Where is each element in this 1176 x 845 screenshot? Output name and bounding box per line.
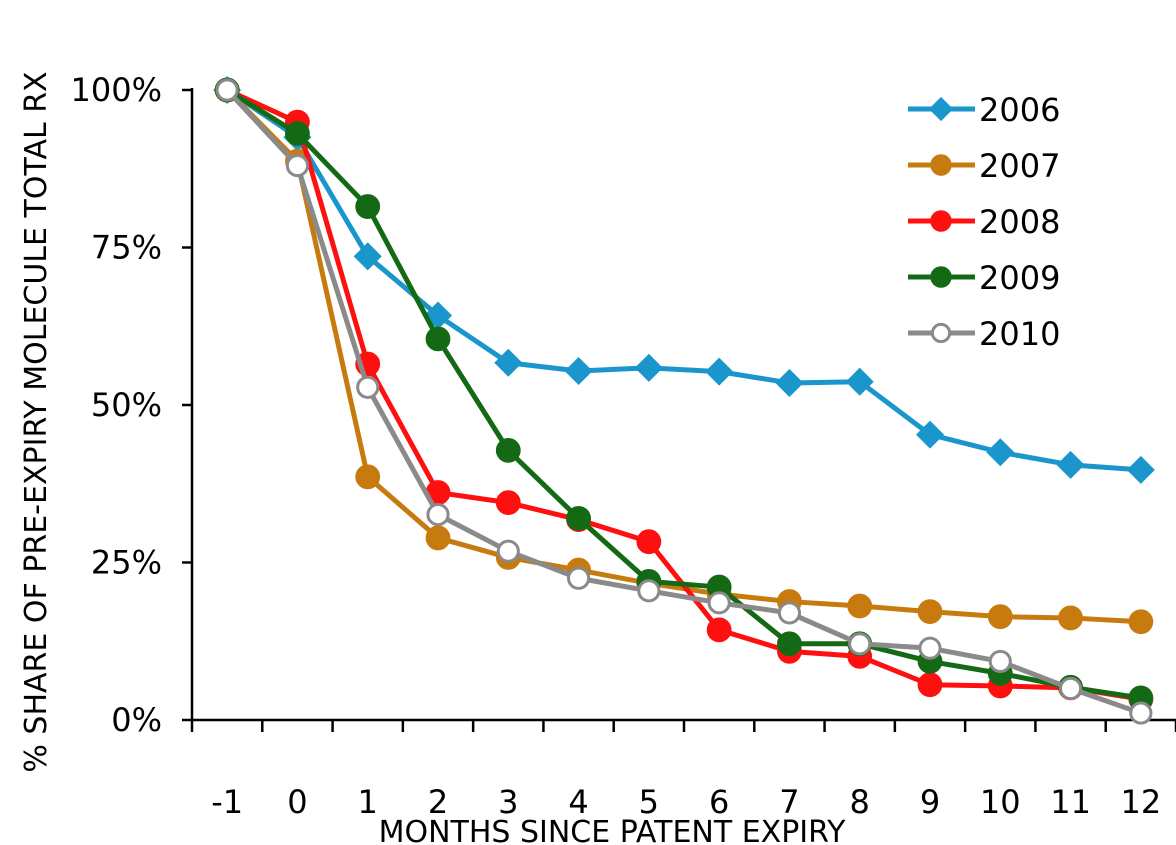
x-tick-label: 11 xyxy=(1050,783,1091,821)
x-tick-label: 9 xyxy=(920,783,940,821)
series-line-2006 xyxy=(225,87,1142,473)
data-point-2006 xyxy=(1056,450,1085,479)
y-ticks: 0% 25% 50% 75% 100% xyxy=(71,71,192,739)
legend-swatch-marker xyxy=(930,210,952,232)
x-axis-title: MONTHS SINCE PATENT EXPIRY xyxy=(379,815,846,845)
x-tick-label: 8 xyxy=(850,783,870,821)
data-point-2010 xyxy=(356,375,380,399)
data-point-2006 xyxy=(1126,455,1155,484)
data-point-2007 xyxy=(847,593,873,619)
data-point-2007 xyxy=(1058,605,1083,631)
legend: 2006 2007 2008 2009 2010 xyxy=(908,91,1060,353)
series-layer xyxy=(213,75,1155,725)
legend-swatch-marker xyxy=(930,322,952,344)
data-point-2006 xyxy=(775,368,804,397)
data-point-2010 xyxy=(496,539,520,563)
y-tick-label: 75% xyxy=(91,229,162,267)
data-point-2010 xyxy=(1058,676,1083,701)
x-tick-label: 2 xyxy=(428,783,448,821)
data-point-2009 xyxy=(355,194,381,219)
x-tick-label: 1 xyxy=(358,783,378,821)
data-point-2006 xyxy=(915,420,945,449)
x-tick-label: 4 xyxy=(568,783,588,821)
legend-swatch-marker xyxy=(928,96,954,122)
data-point-2006 xyxy=(845,367,874,396)
data-point-2006 xyxy=(986,438,1015,467)
data-point-2010 xyxy=(426,503,450,527)
legend-item-2010: 2010 xyxy=(908,315,1060,353)
x-tick-label: 12 xyxy=(1120,783,1161,821)
data-point-2010 xyxy=(707,591,731,615)
data-point-2010 xyxy=(566,566,591,590)
data-point-2008 xyxy=(495,490,521,516)
data-point-2010 xyxy=(777,601,802,625)
data-point-2006 xyxy=(564,356,593,385)
x-tick-label: -1 xyxy=(211,783,243,821)
data-point-2009 xyxy=(777,631,802,657)
data-point-2007 xyxy=(425,525,451,551)
y-tick-label: 50% xyxy=(91,386,162,424)
data-point-2006 xyxy=(634,353,663,382)
y-axis-title: % SHARE OF PRE-EXPIRY MOLECULE TOTAL RX xyxy=(19,71,54,772)
data-point-2007 xyxy=(917,599,943,625)
data-point-2010 xyxy=(918,636,942,660)
y-tick-label: 100% xyxy=(71,71,162,109)
x-tick-label: 7 xyxy=(779,783,799,821)
legend-label: 2007 xyxy=(979,147,1060,185)
data-point-2007 xyxy=(355,464,381,490)
y-tick-label: 25% xyxy=(91,544,162,582)
data-point-2010 xyxy=(637,579,661,603)
data-point-2007 xyxy=(987,604,1013,630)
legend-swatch-marker xyxy=(930,266,952,288)
data-point-2010 xyxy=(848,632,872,656)
data-point-2008 xyxy=(636,529,662,555)
data-point-2010 xyxy=(285,154,310,178)
legend-item-2006: 2006 xyxy=(908,91,1060,129)
series-2010 xyxy=(215,78,1153,725)
data-point-2008 xyxy=(917,672,943,698)
legend-swatch-marker xyxy=(930,154,952,176)
legend-label: 2010 xyxy=(979,315,1060,353)
x-tick-label: 3 xyxy=(498,783,518,821)
data-point-2006 xyxy=(705,357,734,386)
data-point-2009 xyxy=(285,121,310,146)
data-point-2006 xyxy=(494,348,523,377)
data-point-2010 xyxy=(1129,701,1153,725)
data-point-2006 xyxy=(353,242,382,271)
data-point-2010 xyxy=(215,78,239,102)
legend-label: 2008 xyxy=(979,203,1060,241)
series-line-2010 xyxy=(225,88,1142,716)
data-point-2010 xyxy=(988,649,1012,673)
data-point-2009 xyxy=(566,506,591,531)
legend-item-2007: 2007 xyxy=(908,147,1060,185)
data-point-2009 xyxy=(495,437,521,463)
x-tick-label: 0 xyxy=(287,783,307,821)
legend-item-2009: 2009 xyxy=(908,259,1060,297)
legend-item-2008: 2008 xyxy=(908,203,1060,241)
data-point-2007 xyxy=(1128,609,1154,635)
x-ticks: -1 0 1 2 3 4 5 6 7 8 9 10 11 12 xyxy=(190,720,1176,821)
x-tick-label: 6 xyxy=(709,783,729,821)
y-tick-label: 0% xyxy=(111,701,162,739)
data-point-2008 xyxy=(706,617,732,643)
legend-label: 2009 xyxy=(979,259,1060,297)
legend-label: 2006 xyxy=(979,91,1060,129)
x-tick-label: 5 xyxy=(639,783,659,821)
data-point-2009 xyxy=(425,326,451,352)
x-tick-label: 10 xyxy=(980,783,1021,821)
